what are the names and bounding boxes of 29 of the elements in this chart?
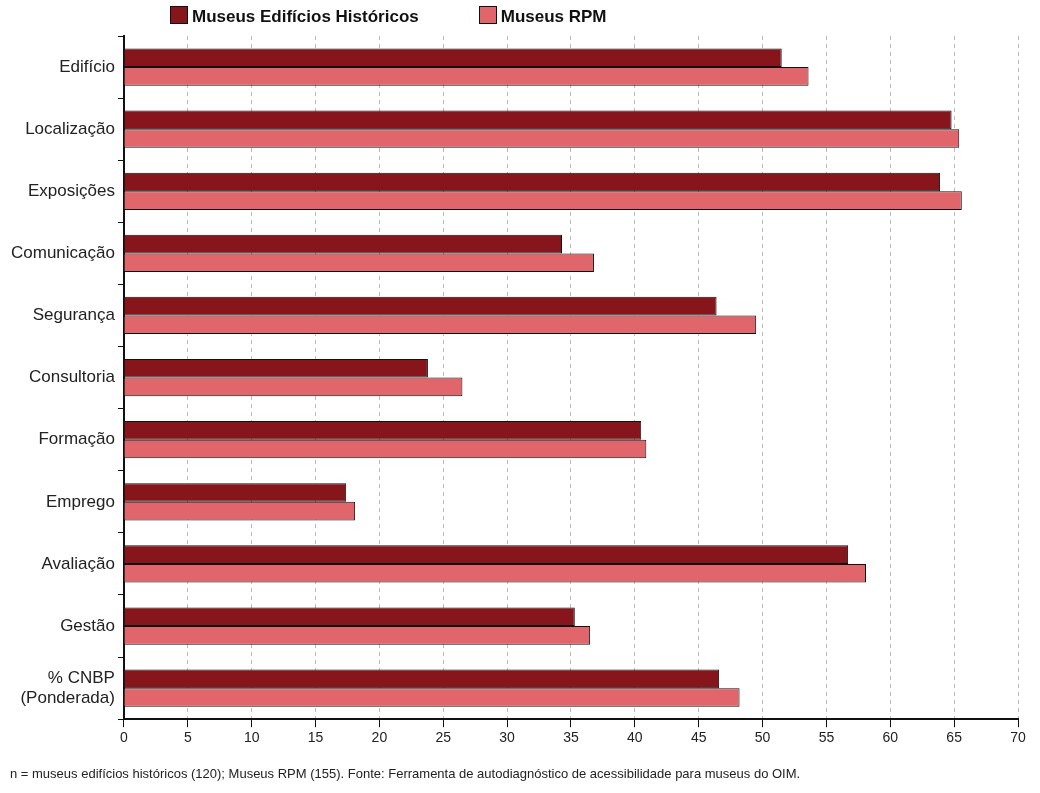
y-tick-label: Exposições bbox=[28, 180, 115, 200]
y-tick-label: Consultoria bbox=[28, 367, 116, 387]
x-tick-label: 20 bbox=[371, 729, 388, 746]
y-tick-label: Gestão bbox=[60, 615, 115, 635]
x-tick-label: 5 bbox=[183, 729, 192, 746]
x-tick-label: 15 bbox=[307, 729, 324, 746]
y-tick-label: Formação bbox=[38, 429, 115, 449]
x-tick-label: 45 bbox=[690, 729, 707, 746]
x-tick-label: 65 bbox=[946, 729, 963, 746]
text: n = museus edifícios históricos (120); Museus RPM (155). Fonte: Ferramenta de autodiagnóstico de acessibilidade para museus do OIM. bbox=[10, 766, 801, 781]
legend-label: Museus RPM bbox=[499, 6, 607, 27]
x-tick-label: 60 bbox=[882, 729, 899, 746]
x-tick-label: 10 bbox=[243, 729, 260, 746]
y-tick-label: % CNBP (Ponderada) bbox=[20, 667, 115, 708]
y-tick-label: Comunicação bbox=[10, 243, 115, 263]
y-tick-label: Segurança bbox=[32, 305, 116, 325]
y-tick-label: Emprego bbox=[45, 491, 115, 511]
x-tick-label: 0 bbox=[120, 729, 129, 746]
x-tick-label: 55 bbox=[818, 729, 835, 746]
x-tick-label: 30 bbox=[499, 729, 516, 746]
legend-label: Museus Edifícios Históricos bbox=[191, 6, 419, 27]
x-tick-label: 70 bbox=[1010, 729, 1026, 746]
x-tick-label: 35 bbox=[563, 729, 579, 746]
y-tick-label: Avaliação bbox=[41, 553, 115, 573]
x-tick-label: 25 bbox=[435, 729, 452, 746]
x-tick-label: 50 bbox=[754, 729, 771, 746]
x-tick-label: 40 bbox=[627, 729, 643, 746]
y-tick-label: Localização bbox=[25, 118, 115, 138]
y-tick-label: Edifício bbox=[59, 56, 115, 76]
